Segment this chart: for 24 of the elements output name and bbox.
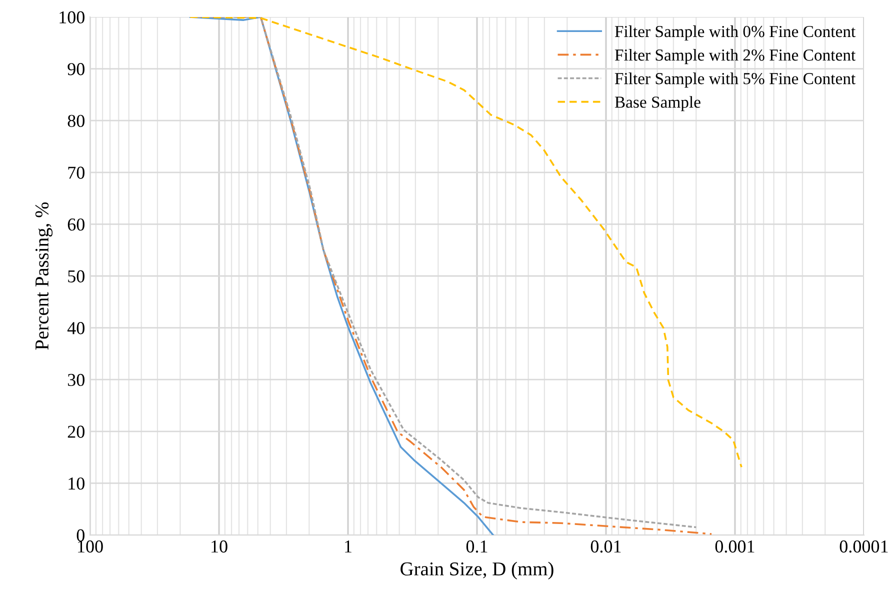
y-axis-title: Percent Passing, %	[35, 202, 53, 350]
y-tick-label: 100	[60, 11, 84, 24]
x-tick-label: 10	[212, 540, 228, 553]
x-tick-label: 0.0001	[840, 540, 888, 553]
legend-label: Filter Sample with 2% Fine Content	[614, 48, 856, 64]
y-tick-label: 10	[68, 477, 84, 490]
x-tick-label: 0.1	[466, 540, 488, 553]
y-tick-label: 30	[68, 374, 84, 386]
x-axis-title: Grain Size, D (mm)	[400, 562, 554, 580]
x-tick-label: 0.001	[715, 540, 754, 553]
y-tick-label: 40	[67, 322, 84, 334]
y-tick-label: 90	[68, 63, 84, 76]
y-tick-label: 80	[68, 114, 84, 128]
y-tick-label: 0	[76, 529, 84, 542]
y-tick-label: 60	[68, 218, 84, 231]
y-tick-label: 20	[68, 426, 84, 438]
legend-label: Base Sample	[614, 96, 700, 112]
legend-label: Filter Sample with 5% Fine Content	[614, 72, 856, 88]
y-tick-label: 50	[68, 270, 84, 282]
y-tick-label: 70	[68, 166, 84, 179]
legend-label: Filter Sample with 0% Fine Content	[614, 25, 856, 41]
x-tick-label: 0.01	[590, 540, 621, 553]
x-tick-label: 1	[345, 540, 352, 552]
x-tick-label: 100	[78, 540, 103, 553]
